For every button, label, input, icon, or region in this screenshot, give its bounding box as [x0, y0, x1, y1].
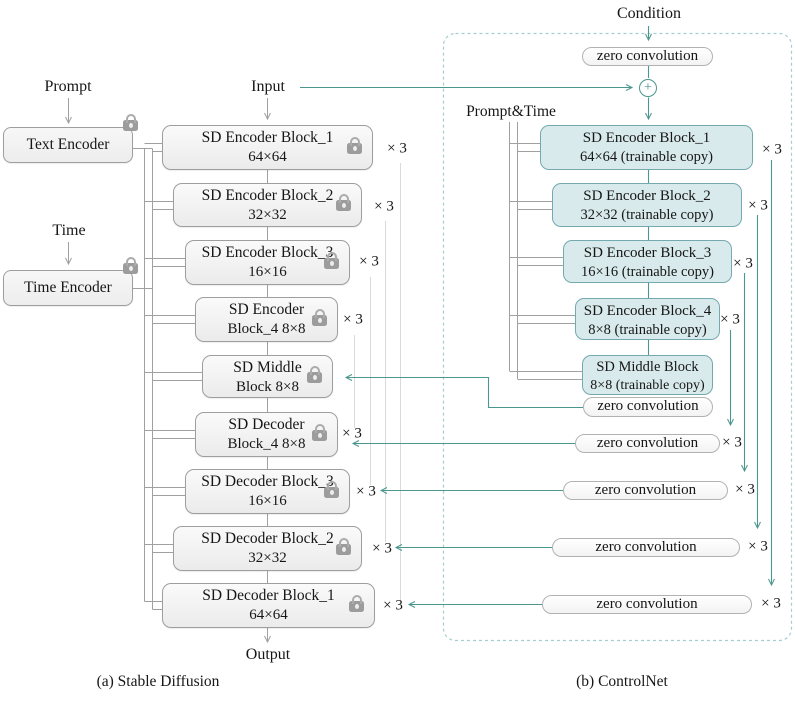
block-title: SD Decoder Block_2 — [201, 530, 334, 547]
lock-icon — [123, 114, 138, 131]
lock-icon — [336, 537, 351, 555]
multiplier-x3: × 3 — [762, 141, 782, 158]
block-subtitle: 16×16 — [248, 264, 287, 280]
multiplier-x3: × 3 — [356, 483, 376, 500]
controlnet-dashed-border — [442, 32, 793, 642]
lock-icon — [312, 308, 327, 326]
block-title: SD Encoder Block_2 — [201, 187, 334, 204]
trainable-encoder-block-2: SD Encoder Block_2 32×32 (trainable copy… — [552, 183, 742, 227]
sd-encoder-block-3: SD Encoder Block_3 16×16 — [185, 240, 350, 285]
multiplier-x3: × 3 — [383, 597, 403, 614]
block-subtitle: 32×32 — [248, 207, 287, 223]
multiplier-x3: × 3 — [735, 481, 755, 498]
multiplier-x3: × 3 — [722, 434, 742, 451]
multiplier-x3: × 3 — [761, 595, 781, 612]
text-encoder-block: Text Encoder — [3, 114, 138, 163]
zero-convolution-top: zero convolution — [582, 47, 713, 66]
lock-icon — [312, 423, 327, 441]
prompt-time-label: Prompt&Time — [466, 103, 556, 120]
block-subtitle: 64×64 — [249, 607, 288, 623]
trainable-encoder-block-4: SD Encoder Block_4 8×8 (trainable copy) — [575, 298, 720, 340]
add-node: + — [639, 79, 657, 97]
block-title: SD Middle Block — [596, 359, 699, 375]
block-title: SD Decoder — [228, 416, 305, 433]
multiplier-x3: × 3 — [748, 197, 768, 214]
block-subtitle: 16×16 (trainable copy) — [581, 264, 714, 280]
zero-convolution-middle: zero convolution — [583, 397, 713, 417]
time-encoder-label: Time Encoder — [24, 279, 112, 296]
block-subtitle: Block_4 8×8 — [227, 321, 306, 337]
trainable-encoder-block-3: SD Encoder Block_3 16×16 (trainable copy… — [563, 240, 732, 283]
trainable-encoder-block-1: SD Encoder Block_1 64×64 (trainable copy… — [540, 125, 753, 170]
block-subtitle: Block_4 8×8 — [227, 436, 306, 452]
lock-icon — [336, 194, 351, 211]
sd-decoder-block-2: SD Decoder Block_2 32×32 — [173, 526, 362, 571]
lock-icon — [349, 594, 364, 612]
block-title: SD Encoder Block_1 — [201, 129, 334, 146]
prompt-label: Prompt — [44, 78, 92, 95]
block-title: SD Decoder Block_1 — [202, 587, 335, 604]
block-title: SD Encoder Block_2 — [583, 188, 711, 204]
multiplier-x3: × 3 — [733, 255, 753, 272]
sd-encoder-block-1: SD Encoder Block_1 64×64 — [162, 125, 373, 170]
sd-encoder-block-2: SD Encoder Block_2 32×32 — [173, 183, 362, 227]
multiplier-x3: × 3 — [359, 253, 379, 270]
lock-icon — [324, 251, 339, 269]
input-label: Input — [251, 78, 285, 95]
zero-convolution-row-2: zero convolution — [563, 481, 728, 500]
lock-icon — [347, 136, 362, 154]
sd-decoder-block-1: SD Decoder Block_1 64×64 — [162, 583, 375, 628]
multiplier-x3: × 3 — [343, 311, 363, 328]
block-title: SD Decoder Block_3 — [201, 473, 334, 490]
sd-encoder-block-4: SD Encoder Block_4 8×8 — [195, 297, 338, 342]
zero-convolution-row-3: zero convolution — [552, 538, 740, 557]
block-title: SD Encoder — [228, 301, 305, 318]
block-subtitle: 8×8 (trainable copy) — [588, 322, 707, 338]
block-subtitle: 64×64 (trainable copy) — [580, 149, 713, 165]
trainable-middle-block: SD Middle Block 8×8 (trainable copy) — [582, 355, 713, 395]
multiplier-x3: × 3 — [374, 198, 394, 215]
sd-decoder-block-3: SD Decoder Block_3 16×16 — [185, 469, 350, 514]
caption-stable-diffusion: (a) Stable Diffusion — [96, 673, 220, 690]
multiplier-x3: × 3 — [387, 140, 407, 157]
block-title: SD Encoder Block_4 — [583, 303, 712, 319]
text-encoder-label: Text Encoder — [26, 136, 110, 153]
block-subtitle: 16×16 — [248, 493, 287, 509]
sd-decoder-block-4: SD Decoder Block_4 8×8 — [195, 412, 338, 457]
block-title: SD Encoder Block_1 — [582, 130, 711, 146]
sd-middle-block: SD Middle Block 8×8 — [202, 355, 333, 398]
caption-controlnet: (b) ControlNet — [576, 673, 668, 690]
multiplier-x3: × 3 — [720, 311, 740, 328]
condition-label: Condition — [616, 5, 682, 22]
block-subtitle: 32×32 — [248, 550, 287, 566]
lock-icon — [307, 365, 322, 383]
time-label: Time — [52, 222, 86, 239]
multiplier-x3: × 3 — [342, 425, 362, 442]
zero-convolution-row-4: zero convolution — [542, 595, 752, 614]
block-subtitle: Block 8×8 — [235, 379, 300, 395]
zero-convolution-row-1: zero convolution — [575, 434, 720, 453]
output-label: Output — [245, 646, 291, 663]
block-subtitle: 32×32 (trainable copy) — [580, 207, 714, 223]
block-subtitle: 64×64 — [248, 149, 287, 165]
multiplier-x3: × 3 — [748, 538, 768, 555]
lock-icon — [324, 480, 339, 498]
time-encoder-block: Time Encoder — [3, 257, 138, 306]
multiplier-x3: × 3 — [372, 540, 392, 557]
block-subtitle: 8×8 (trainable copy) — [590, 378, 705, 393]
block-title: SD Encoder Block_3 — [201, 244, 334, 261]
block-title: SD Middle — [233, 359, 302, 376]
block-title: SD Encoder Block_3 — [583, 245, 712, 261]
lock-icon — [123, 257, 138, 274]
